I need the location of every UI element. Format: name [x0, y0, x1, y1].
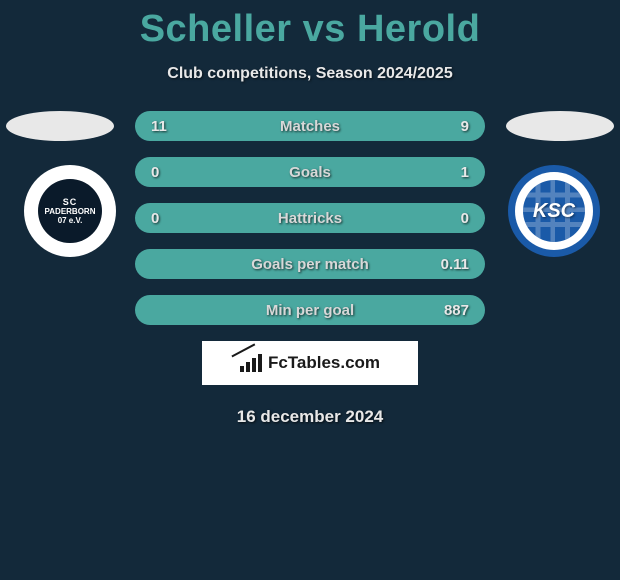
brand-text: FcTables.com: [268, 353, 380, 373]
stat-right-value: 1: [439, 164, 469, 181]
stat-label: Hattricks: [278, 210, 342, 227]
stat-right-value: 0.11: [439, 256, 469, 273]
subtitle: Club competitions, Season 2024/2025: [0, 65, 620, 83]
stat-label: Min per goal: [266, 302, 354, 319]
stat-right-value: 887: [439, 302, 469, 319]
date-label: 16 december 2024: [10, 407, 610, 427]
stat-left-value: 0: [151, 164, 181, 181]
stat-left-value: 11: [151, 118, 181, 135]
stat-row-min-per-goal: Min per goal 887: [135, 295, 485, 325]
stat-row-matches: 11 Matches 9: [135, 111, 485, 141]
stat-label: Matches: [280, 118, 340, 135]
badge-left-line3: 07 e.V.: [58, 217, 83, 225]
badge-left-line1: SC: [63, 198, 78, 207]
paderborn-logo: SC PADERBORN 07 e.V.: [38, 179, 102, 243]
stat-label: Goals per match: [251, 256, 369, 273]
stat-row-goals-per-match: Goals per match 0.11: [135, 249, 485, 279]
chart-icon: [240, 354, 262, 372]
brand-box[interactable]: FcTables.com: [202, 341, 418, 385]
stat-right-value: 0: [439, 210, 469, 227]
ksc-text: KSC: [523, 180, 585, 242]
stat-row-hattricks: 0 Hattricks 0: [135, 203, 485, 233]
flag-right: [506, 111, 614, 141]
badge-left-line2: PADERBORN: [45, 208, 96, 216]
team-badge-left: SC PADERBORN 07 e.V.: [24, 165, 116, 257]
stat-left-value: 0: [151, 210, 181, 227]
comparison-content: SC PADERBORN 07 e.V. KSC 11 Matches 9 0 …: [0, 111, 620, 427]
stat-right-value: 9: [439, 118, 469, 135]
page-title: Scheller vs Herold: [0, 0, 620, 51]
ksc-logo-ring: KSC: [515, 172, 593, 250]
ksc-logo: KSC: [523, 180, 585, 242]
team-badge-right: KSC: [508, 165, 600, 257]
stats-list: 11 Matches 9 0 Goals 1 0 Hattricks 0 Goa…: [135, 111, 485, 325]
stat-label: Goals: [289, 164, 331, 181]
flag-left: [6, 111, 114, 141]
stat-row-goals: 0 Goals 1: [135, 157, 485, 187]
